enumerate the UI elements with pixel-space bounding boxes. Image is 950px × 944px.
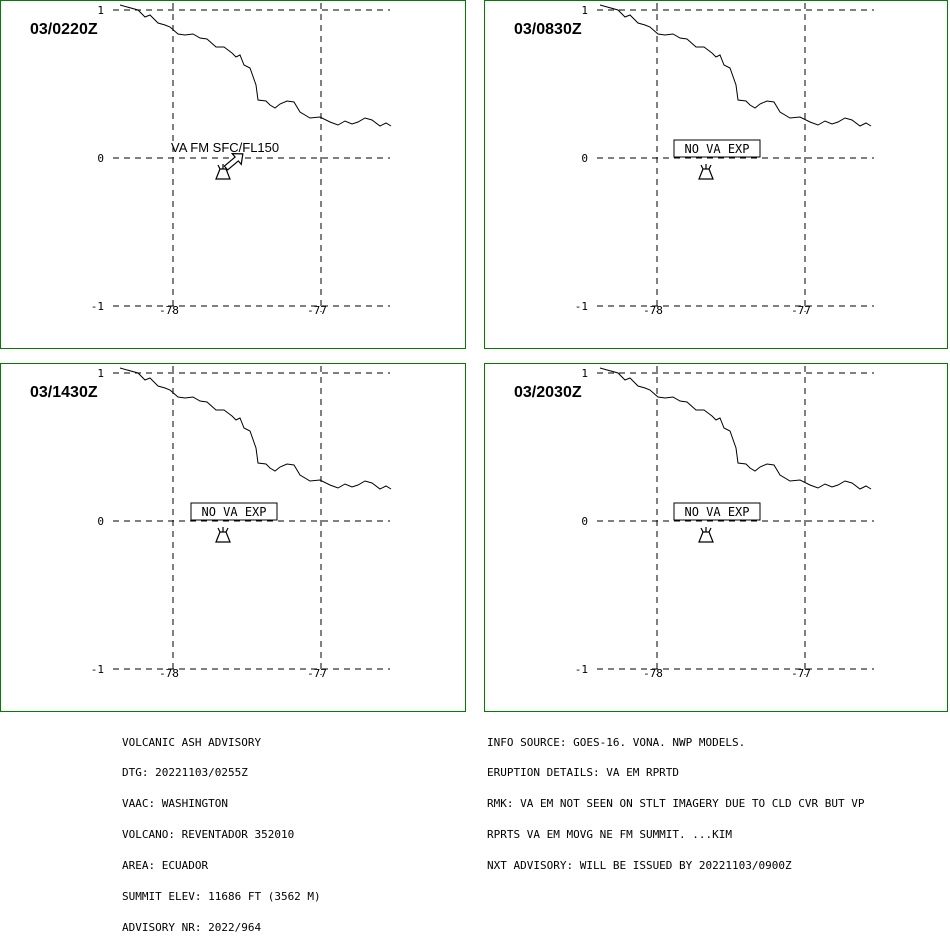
boundary-line xyxy=(119,4,392,127)
forecast-panel: 1 0 -1 -78 -77 03/0220Z VA FM SFC/FL150 xyxy=(0,0,466,349)
latitude-label: -1 xyxy=(575,663,588,676)
latitude-label: 0 xyxy=(581,515,588,528)
panel-border xyxy=(484,363,948,712)
boundary-line xyxy=(599,367,872,490)
longitude-label: -78 xyxy=(643,667,663,680)
ash-height-label: VA FM SFC/FL150 xyxy=(171,140,279,155)
advisory-line: RPRTS VA EM MOVG NE FM SUMMIT. ...KIM xyxy=(487,828,733,842)
ash-movement-arrow-icon xyxy=(223,153,244,171)
valid-time-label: 03/2030Z xyxy=(514,384,582,401)
valid-time-label: 03/0830Z xyxy=(514,21,582,38)
forecast-panel: 1 0 -1 -78 -77 03/2030Z NO VA EXP xyxy=(484,363,948,712)
advisory-line: SUMMIT ELEV: 11686 FT (3562 M) xyxy=(122,890,321,904)
valid-time-label: 03/1430Z xyxy=(30,384,98,401)
advisory-line: VAAC: WASHINGTON xyxy=(122,797,228,811)
advisory-line: VOLCANO: REVENTADOR 352010 xyxy=(122,828,295,842)
boundary-line xyxy=(119,367,392,490)
annotation-text: NO VA EXP xyxy=(201,505,266,519)
valid-time-label: 03/0220Z xyxy=(30,21,98,38)
advisory-line: ERUPTION DETAILS: VA EM RPRTD xyxy=(487,766,680,780)
forecast-panel: 1 0 -1 -78 -77 03/0830Z NO VA EXP xyxy=(484,0,948,349)
volcano-symbol-icon xyxy=(698,527,714,543)
panel-border xyxy=(484,0,948,349)
longitude-label: -78 xyxy=(643,304,663,317)
latitude-label: 0 xyxy=(97,152,104,165)
panel-border xyxy=(0,0,466,349)
advisory-text-right: INFO SOURCE: GOES-16. VONA. NWP MODELS. … xyxy=(487,717,865,882)
no-ash-expected-box: NO VA EXP xyxy=(190,502,278,521)
longitude-label: -77 xyxy=(791,667,811,680)
annotation-text: NO VA EXP xyxy=(684,505,749,519)
no-ash-expected-box: NO VA EXP xyxy=(673,502,761,521)
map-panel-svg: 1 0 -1 -78 -77 03/0220Z VA FM SFC/FL150 xyxy=(0,0,466,349)
forecast-panel: 1 0 -1 -78 -77 03/1430Z NO VA EXP xyxy=(0,363,466,712)
panel-border xyxy=(0,363,466,712)
no-ash-expected-box: NO VA EXP xyxy=(673,139,761,158)
boundary-line xyxy=(599,4,872,127)
annotation-text: NO VA EXP xyxy=(684,142,749,156)
longitude-label: -77 xyxy=(307,667,327,680)
advisory-line: ADVISORY NR: 2022/964 xyxy=(122,920,262,934)
volcano-symbol-icon xyxy=(698,164,714,180)
advisory-text-left: VOLCANIC ASH ADVISORY DTG: 20221103/0255… xyxy=(122,717,321,944)
latitude-label: -1 xyxy=(91,663,104,676)
latitude-label: 1 xyxy=(581,367,588,380)
advisory-line: RMK: VA EM NOT SEEN ON STLT IMAGERY DUE … xyxy=(487,797,865,811)
longitude-label: -77 xyxy=(791,304,811,317)
map-panel-svg: 1 0 -1 -78 -77 03/2030Z NO VA EXP xyxy=(484,363,948,712)
latitude-label: 1 xyxy=(581,4,588,17)
advisory-line: VOLCANIC ASH ADVISORY xyxy=(122,735,262,749)
advisory-line: INFO SOURCE: GOES-16. VONA. NWP MODELS. xyxy=(487,735,746,749)
latitude-label: 0 xyxy=(581,152,588,165)
volcano-symbol-icon xyxy=(215,527,231,543)
longitude-label: -78 xyxy=(159,667,179,680)
advisory-line: AREA: ECUADOR xyxy=(122,859,209,873)
map-panel-svg: 1 0 -1 -78 -77 03/0830Z NO VA EXP xyxy=(484,0,948,349)
advisory-line: NXT ADVISORY: WILL BE ISSUED BY 20221103… xyxy=(487,859,792,873)
map-panel-svg: 1 0 -1 -78 -77 03/1430Z NO VA EXP xyxy=(0,363,466,712)
advisory-line: DTG: 20221103/0255Z xyxy=(122,766,248,780)
latitude-label: -1 xyxy=(91,300,104,313)
latitude-label: 0 xyxy=(97,515,104,528)
latitude-label: 1 xyxy=(97,4,104,17)
latitude-label: 1 xyxy=(97,367,104,380)
latitude-label: -1 xyxy=(575,300,588,313)
longitude-label: -78 xyxy=(159,304,179,317)
longitude-label: -77 xyxy=(307,304,327,317)
